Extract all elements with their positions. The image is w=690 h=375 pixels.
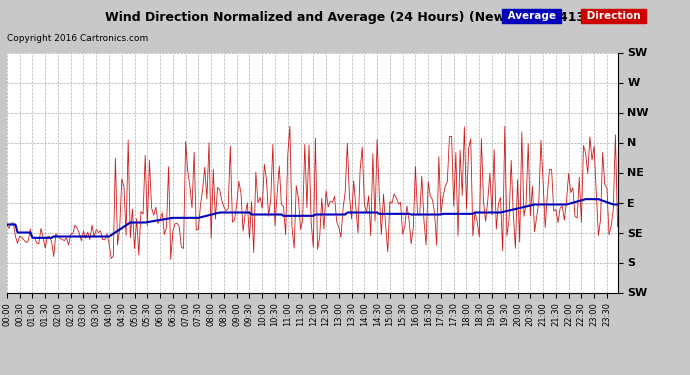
Text: Average: Average [504, 11, 560, 21]
Text: Direction: Direction [583, 11, 644, 21]
Text: Copyright 2016 Cartronics.com: Copyright 2016 Cartronics.com [7, 34, 148, 43]
Text: Wind Direction Normalized and Average (24 Hours) (New) 20160413: Wind Direction Normalized and Average (2… [105, 11, 585, 24]
